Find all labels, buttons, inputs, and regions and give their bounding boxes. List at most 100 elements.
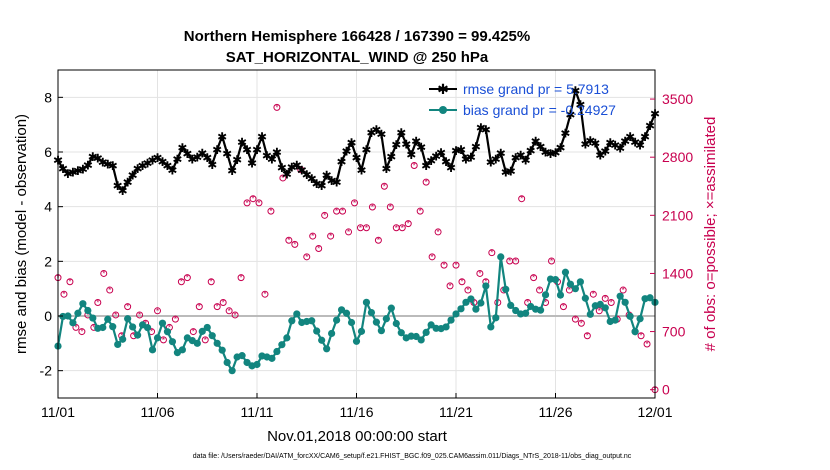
- bias-point-90: [502, 285, 510, 293]
- rmse-point-117: ✱: [635, 138, 645, 152]
- y-tick-label-3: 4: [44, 199, 52, 215]
- obs-possible-point-17: [154, 307, 161, 315]
- obs-possible-point-81: [536, 286, 544, 294]
- obs-possible-point-44: [315, 245, 323, 253]
- rmse-point-88: ✱: [491, 152, 501, 166]
- obs-assimilated-point-1: *: [62, 290, 65, 299]
- bias-point-25: [178, 346, 186, 354]
- x-axis-label: Nov.01,2018 00:00:00 start: [267, 428, 448, 445]
- bias-point-4: [74, 309, 82, 317]
- obs-assimilated-point-28: *: [222, 299, 225, 308]
- obs-possible-point-25: [201, 336, 209, 344]
- rmse-point-100: ✱: [550, 146, 560, 160]
- obs-possible-point-35: [261, 290, 269, 298]
- bias-point-79: [447, 316, 455, 324]
- bias-point-88: [492, 314, 500, 322]
- rmse-point-106: ✱: [580, 137, 590, 151]
- obs-possible-point-29: [225, 307, 233, 315]
- rmse-series: ✱✱✱✱✱✱✱✱✱✱✱✱✱✱✱✱✱✱✱✱✱✱✱✱✱✱✱✱✱✱✱✱✱✱✱✱✱✱✱✱…: [53, 84, 660, 198]
- obs-possible-point-24: [195, 303, 203, 311]
- obs-assimilated-point-85: *: [562, 303, 565, 312]
- obs-assimilated-point-73: *: [490, 249, 493, 258]
- rmse-point-60: ✱: [351, 151, 361, 165]
- obs-assimilated-point-99: *: [645, 340, 648, 349]
- rmse-point-78: ✱: [441, 155, 451, 169]
- obs-assimilated-point-29: *: [228, 307, 231, 316]
- bias-point-69: [397, 329, 405, 337]
- data-file-footer: data file: /Users/raeder/DAI/ATM_forcXX/…: [193, 453, 632, 460]
- bias-point-2: [64, 312, 72, 320]
- bias-point-54: [323, 345, 331, 353]
- bias-point-84: [472, 305, 480, 313]
- x-axis: 11/01 11/06 11/11 11/16 11/21 11/26 12/01: [41, 393, 673, 420]
- rmse-point-4: ✱: [73, 164, 83, 178]
- rmse-point-65: ✱: [376, 128, 386, 142]
- bias-point-52: [313, 327, 321, 335]
- bias-point-51: [308, 317, 316, 325]
- obs-possible-point-38: [279, 174, 287, 182]
- obs-possible-point-98: [637, 332, 645, 340]
- rmse-point-105: ✱: [575, 98, 585, 112]
- rmse-point-52: ✱: [312, 177, 322, 191]
- obs-assimilated-point-60: *: [413, 161, 416, 170]
- rmse-point-79: ✱: [446, 161, 456, 175]
- obs-assimilated-point-82: *: [544, 299, 547, 308]
- rmse-point-92: ✱: [511, 151, 521, 165]
- rmse-point-111: ✱: [605, 136, 615, 150]
- bias-point-31: [208, 332, 216, 340]
- obs-possible-point-68: [458, 278, 466, 286]
- rmse-point-102: ✱: [560, 126, 570, 140]
- rmse-point-29: ✱: [197, 146, 207, 160]
- obs-assimilated-point-23: *: [192, 328, 195, 337]
- rmse-point-17: ✱: [138, 159, 148, 173]
- obs-assimilated-point-3: *: [74, 323, 77, 332]
- obs-possible-point-32: [243, 199, 251, 207]
- obs-possible-point-33: [249, 195, 257, 203]
- obs-assimilated-point-46: *: [329, 232, 332, 241]
- rmse-point-107: ✱: [585, 134, 595, 148]
- obs-possible-point-36: [267, 207, 275, 215]
- bias-point-65: [377, 327, 385, 335]
- bias-point-43: [268, 354, 276, 362]
- obs-assimilated-point-39: *: [287, 236, 290, 245]
- rmse-point-64: ✱: [371, 123, 381, 137]
- obs-assimilated-point-37: *: [275, 103, 278, 112]
- obs-possible-point-46: [327, 232, 335, 240]
- rmse-point-13: ✱: [118, 184, 128, 198]
- bias-point-56: [333, 316, 341, 324]
- obs-possible-point-60: [410, 161, 418, 169]
- obs-possible-point-58: [398, 224, 406, 232]
- obs-assimilated-point-34: *: [257, 199, 260, 208]
- bias-point-29: [198, 327, 206, 335]
- obs-assimilated-point-10: *: [114, 311, 117, 320]
- x-tick-label-0: 11/01: [41, 404, 75, 420]
- obs-possible-point-26: [207, 278, 215, 286]
- bias-point-10: [104, 315, 112, 323]
- bias-point-105: [576, 278, 584, 286]
- bias-point-58: [342, 309, 351, 317]
- obs-possible-point-65: [440, 261, 448, 269]
- bias-point-28: [193, 339, 201, 347]
- obs-assimilated-point-77: *: [514, 257, 517, 266]
- bias-point-35: [228, 367, 236, 375]
- rmse-point-83: ✱: [466, 150, 476, 164]
- bias-point-40: [253, 360, 261, 369]
- obs-assimilated-point-93: *: [610, 299, 613, 308]
- bias-point-89: [497, 253, 505, 261]
- rmse-point-50: ✱: [302, 168, 312, 182]
- rmse-point-103: ✱: [565, 108, 575, 122]
- rmse-point-12: ✱: [113, 179, 123, 193]
- bias-point-86: [482, 282, 490, 290]
- rmse-point-21: ✱: [157, 155, 167, 169]
- obs-possible-point-73: [488, 249, 496, 257]
- rmse-point-3: ✱: [68, 165, 78, 179]
- bias-point-64: [372, 318, 380, 326]
- obs-assimilated-point-27: *: [216, 303, 219, 312]
- bias-point-101: [556, 291, 565, 299]
- obs-possible-point-34: [255, 199, 263, 207]
- rmse-point-30: ✱: [202, 151, 212, 165]
- bias-point-114: [621, 298, 629, 306]
- rmse-point-66: ✱: [381, 162, 391, 176]
- rmse-point-40: ✱: [252, 143, 262, 157]
